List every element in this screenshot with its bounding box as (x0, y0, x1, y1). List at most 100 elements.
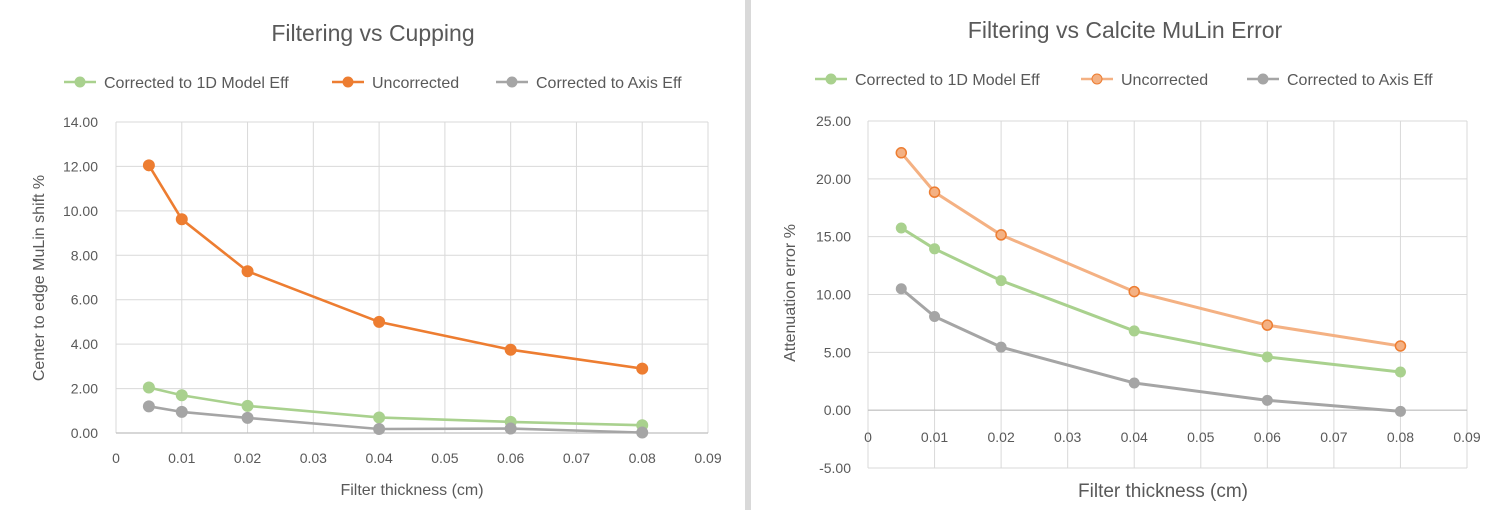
data-point (241, 265, 254, 278)
series-line (900, 151, 1401, 348)
y-tick-label: 4.00 (71, 336, 98, 352)
series-line (148, 405, 643, 434)
data-point (504, 422, 517, 435)
y-axis-label: Center to edge MuLin shift % (31, 175, 48, 381)
data-point (1261, 351, 1273, 363)
gridlines (115, 121, 709, 434)
legend-label: Corrected to Axis Eff (1287, 72, 1433, 89)
data-point (175, 405, 188, 418)
legend: Corrected to 1D Model Eff Uncorrected Corr… (815, 72, 1433, 89)
x-tick-label: 0 (864, 429, 872, 445)
data-point (175, 213, 188, 226)
y-tick-label: 10.00 (816, 287, 851, 303)
y-tick-label: -5.00 (819, 460, 851, 476)
legend-marker (1091, 73, 1103, 85)
legend-marker (1257, 73, 1269, 85)
x-tick-label: 0.06 (1254, 429, 1281, 445)
y-tick-label: 12.00 (63, 158, 98, 174)
chart-cupping: Filtering vs Cupping Filter thickness (c… (31, 20, 722, 499)
legend-label: Corrected to Axis Eff (536, 75, 682, 92)
series-line (148, 386, 643, 427)
x-tick-label: 0.08 (1387, 429, 1414, 445)
y-tick-label: 20.00 (816, 171, 851, 187)
axis-ticks: 0 0.01 0.02 0.03 0.04 0.05 0.06 0.07 0.08 0.09 -5.… (816, 113, 1481, 476)
data-point (504, 343, 517, 356)
data-point (241, 411, 254, 424)
x-tick-label: 0.04 (1121, 429, 1148, 445)
legend-marker (342, 76, 354, 88)
x-tick-label: 0.06 (497, 450, 524, 466)
y-tick-label: 10.00 (63, 203, 98, 219)
y-tick-label: 8.00 (71, 247, 98, 263)
x-tick-label: 0.05 (1187, 429, 1214, 445)
data-point (1261, 394, 1273, 406)
x-tick-label: 0.03 (1054, 429, 1081, 445)
data-point (1128, 377, 1140, 389)
data-point (995, 341, 1007, 353)
series-lines (142, 159, 649, 439)
x-axis-label: Filter thickness (cm) (340, 482, 483, 499)
data-point (995, 229, 1007, 241)
legend-label: Corrected to 1D Model Eff (104, 75, 289, 92)
data-point (929, 243, 941, 255)
data-point (1394, 366, 1406, 378)
x-tick-label: 0.02 (987, 429, 1014, 445)
y-tick-label: 5.00 (824, 344, 851, 360)
legend-marker (506, 76, 518, 88)
data-point (1261, 319, 1274, 331)
data-point (1128, 325, 1140, 337)
legend: Corrected to 1D Model Eff Uncorrected Corr… (64, 75, 682, 92)
data-point (175, 389, 188, 402)
y-tick-label: 0.00 (71, 425, 98, 441)
chart-calcite-error: Filtering vs Calcite MuLin Error Filter … (782, 17, 1481, 502)
legend-marker (825, 73, 837, 85)
legend-label: Corrected to 1D Model Eff (855, 72, 1040, 89)
x-tick-label: 0.05 (431, 450, 458, 466)
y-tick-label: 6.00 (71, 292, 98, 308)
data-point (995, 275, 1007, 287)
data-point (895, 147, 908, 159)
x-tick-label: 0.03 (300, 450, 327, 466)
data-point (142, 159, 155, 172)
axis-ticks: 0 0.01 0.02 0.03 0.04 0.05 0.06 0.07 0.08 0.09 0.0… (63, 114, 722, 466)
x-tick-label: 0.02 (234, 450, 261, 466)
chart-panel-calcite: Filtering vs Calcite MuLin Error Filter … (751, 0, 1488, 510)
x-axis-label: Filter thickness (cm) (1078, 481, 1248, 502)
x-tick-label: 0.01 (921, 429, 948, 445)
data-point (895, 283, 907, 295)
gridlines (867, 120, 1468, 469)
x-tick-label: 0.09 (694, 450, 721, 466)
x-tick-label: 0.08 (629, 450, 656, 466)
series-lines (895, 147, 1407, 417)
data-point (636, 426, 649, 439)
series-line (900, 287, 1401, 413)
y-tick-label: 14.00 (63, 114, 98, 130)
chart-title: Filtering vs Cupping (271, 20, 474, 46)
y-axis-label: Attenuation error % (782, 224, 799, 362)
legend-label: Uncorrected (372, 75, 459, 92)
data-point (895, 222, 907, 234)
data-point (929, 310, 941, 322)
x-tick-label: 0.04 (365, 450, 392, 466)
y-tick-label: 25.00 (816, 113, 851, 129)
data-point (928, 186, 941, 198)
x-tick-label: 0.01 (168, 450, 195, 466)
data-point (1128, 285, 1140, 298)
y-tick-label: 2.00 (71, 381, 98, 397)
x-tick-label: 0 (112, 450, 120, 466)
x-tick-label: 0.07 (1320, 429, 1347, 445)
data-point (241, 399, 254, 412)
chart-title: Filtering vs Calcite MuLin Error (968, 17, 1283, 43)
x-tick-label: 0.07 (563, 450, 590, 466)
data-point (142, 381, 155, 394)
data-point (373, 423, 386, 436)
y-tick-label: 15.00 (816, 229, 851, 245)
series-line (147, 164, 643, 370)
data-point (373, 411, 386, 424)
chart-panel-cupping: Filtering vs Cupping Filter thickness (c… (31, 20, 722, 499)
data-point (142, 400, 155, 413)
y-tick-label: 0.00 (824, 402, 851, 418)
series-line (900, 226, 1401, 374)
legend-label: Uncorrected (1121, 72, 1208, 89)
data-point (636, 362, 649, 375)
